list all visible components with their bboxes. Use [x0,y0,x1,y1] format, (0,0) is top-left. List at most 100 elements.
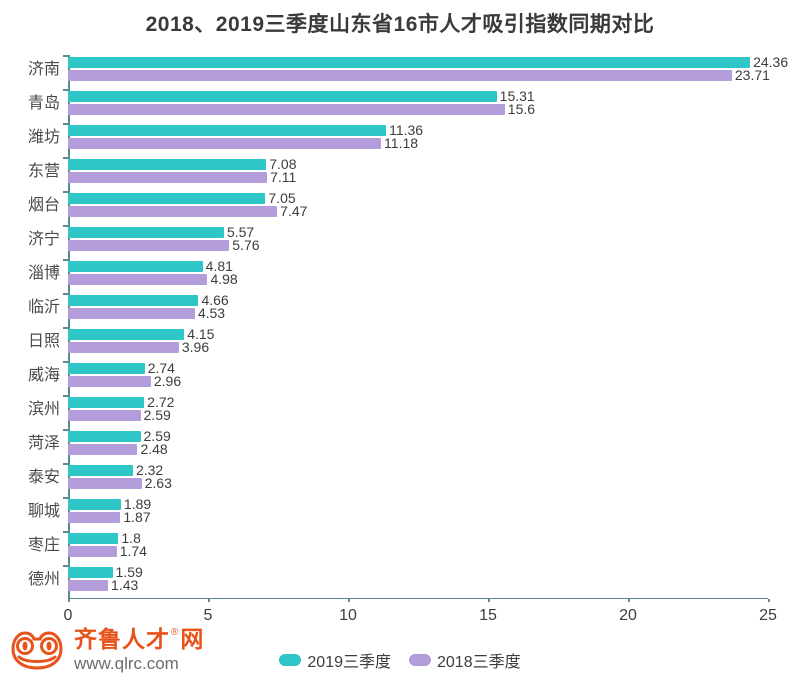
bar [68,410,141,421]
bar [68,329,185,340]
bar-value-label: 2.96 [153,373,182,389]
y-axis-line [68,55,70,599]
watermark-text: 齐鲁人才 ® 网 www.qlrc.com [74,626,204,672]
bar-value-label: 5.57 [226,224,255,240]
x-axis-tick-label: 0 [63,607,73,624]
bar [68,512,121,523]
watermark-logo: 齐鲁人才 ® 网 www.qlrc.com [8,626,204,672]
category-label: 烟台 [27,197,60,214]
y-axis-tick [63,293,68,295]
bar-value-label: 2.63 [144,475,172,491]
bar-value-label: 1.87 [123,509,151,525]
bar-group-row: 菏泽 2.59 2.48 [28,428,768,463]
legend-label: 2019三季度 [307,654,391,671]
bar-value-label: 2.59 [143,407,171,423]
x-axis-tick-label: 20 [619,607,637,624]
bar [68,363,145,374]
category-label: 青岛 [27,95,60,112]
bar-value-label: 5.76 [232,237,260,253]
y-axis-tick [63,225,68,227]
bar [68,274,208,285]
category-label: 济南 [27,61,60,78]
category-label: 菏泽 [27,435,60,452]
x-axis-tick [348,599,350,602]
bar [68,397,145,408]
bar-value-label: 1.8 [121,530,141,546]
bar-value-label: 2.59 [143,428,171,444]
bar [68,138,382,149]
bar [68,125,387,136]
bar [68,465,133,476]
bar-value-label: 11.36 [389,122,424,138]
bar-value-label: 2.48 [140,441,168,457]
bar [68,193,266,204]
y-axis-tick [63,123,68,125]
category-label: 济宁 [27,231,60,248]
category-label: 聊城 [27,503,60,520]
category-label: 淄博 [27,265,60,282]
x-axis-tick-label: 15 [479,607,497,624]
bar [68,533,119,544]
bar-value-label: 4.53 [197,305,226,321]
frog-icon [11,631,63,670]
bar [68,478,142,489]
bar-value-label: 4.81 [205,258,233,274]
bar [68,499,121,510]
chart-legend: 2019三季度 2018三季度 [0,648,800,672]
bar-group-row: 淄博 4.81 4.98 [28,258,768,293]
watermark-brand-row: 齐鲁人才 ® 网 [74,626,204,653]
bar-value-label: 11.18 [384,135,419,151]
category-label: 日照 [27,333,60,350]
bar-group-row: 临沂 4.66 4.53 [28,293,768,327]
bar-value-label: 24.36 [753,54,789,70]
bar-group-row: 潍坊 11.36 11.18 [28,122,768,157]
bar-group-row: 烟台 7.05 7.47 [28,190,768,225]
legend-item[interactable]: 2019三季度 [279,648,391,672]
bar-value-label: 15.31 [499,88,535,104]
bar-value-label: 15.6 [507,101,536,117]
bar [68,295,199,306]
bar-value-label: 1.89 [123,496,152,512]
legend-item[interactable]: 2018三季度 [409,648,521,672]
bar-group-row: 威海 2.74 2.96 [28,361,768,395]
y-axis-tick [63,89,68,91]
bar [68,342,179,353]
bar-value-label: 7.08 [269,156,297,172]
y-axis-tick [63,497,68,499]
bar [68,308,195,319]
watermark-brand-suffix: 网 [180,626,204,653]
legend-label: 2018三季度 [437,654,521,671]
bar-value-label: 1.43 [111,577,139,593]
bar [68,444,138,455]
bar-value-label: 7.05 [268,190,296,206]
bar [68,376,151,387]
category-label: 滨州 [27,401,60,418]
category-label: 泰安 [27,469,60,486]
category-label: 德州 [27,571,60,588]
legend-swatch [409,654,431,666]
bar-value-label: 1.74 [119,543,147,559]
registered-mark-icon: ® [171,626,179,638]
category-label: 威海 [27,367,60,384]
bar [68,172,268,183]
bar [68,580,109,591]
bar-value-label: 7.47 [280,203,308,219]
bar [68,104,505,115]
category-label: 潍坊 [27,129,60,146]
bar-group-row: 聊城 1.89 1.87 [28,496,768,531]
category-label: 东营 [27,163,60,180]
x-axis-tick [208,599,210,602]
chart-plot-area: 济南 24.36 23.71 青岛 15.31 15.6 潍坊 11.36 11.18 东营 7.0… [28,55,788,624]
bar [68,159,267,170]
y-axis-tick [63,395,68,397]
x-axis-tick-label: 25 [759,607,777,624]
bar [68,240,230,251]
bar [68,206,278,217]
bar-value-label: 7.11 [270,169,297,185]
bar-group-row: 滨州 2.72 2.59 [28,395,768,429]
bar-value-label: 4.98 [210,271,238,287]
x-axis-tick-label: 5 [203,607,213,624]
y-axis-tick [63,55,68,57]
y-axis-tick [63,191,68,193]
bar [68,70,732,81]
